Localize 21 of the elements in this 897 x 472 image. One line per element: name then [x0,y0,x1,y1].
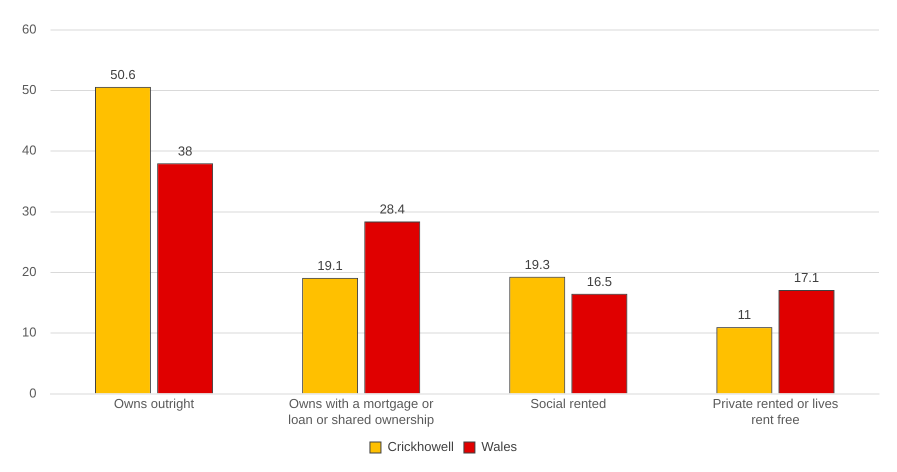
y-tick-label: 50 [22,82,36,98]
y-tick-label: 60 [22,21,36,36]
y-tick-label: 0 [29,385,36,400]
legend-label: Wales [481,439,518,454]
y-tick-label: 10 [22,324,36,340]
x-tick-label: Social rented [530,396,606,412]
y-tick-label: 20 [22,264,36,280]
x-tick-label: Owns with a mortgage or loan or shared ownership [288,396,434,427]
y-tick-label: 40 [22,142,36,158]
x-tick-label: Private rented or lives rent free [712,396,839,427]
data-label: 19.1 [317,258,343,274]
data-label: 50.6 [110,66,136,82]
data-label: 16.5 [586,274,612,289]
legend-label: Crickhowell [387,439,454,454]
data-label: 11 [738,307,752,322]
data-label: 38 [178,143,192,158]
data-label: 17.1 [794,270,820,286]
y-tick-label: 30 [22,203,36,218]
x-tick-label: Owns outright [114,396,195,412]
data-label: 28.4 [380,202,405,217]
data-label: 19.3 [524,256,550,272]
